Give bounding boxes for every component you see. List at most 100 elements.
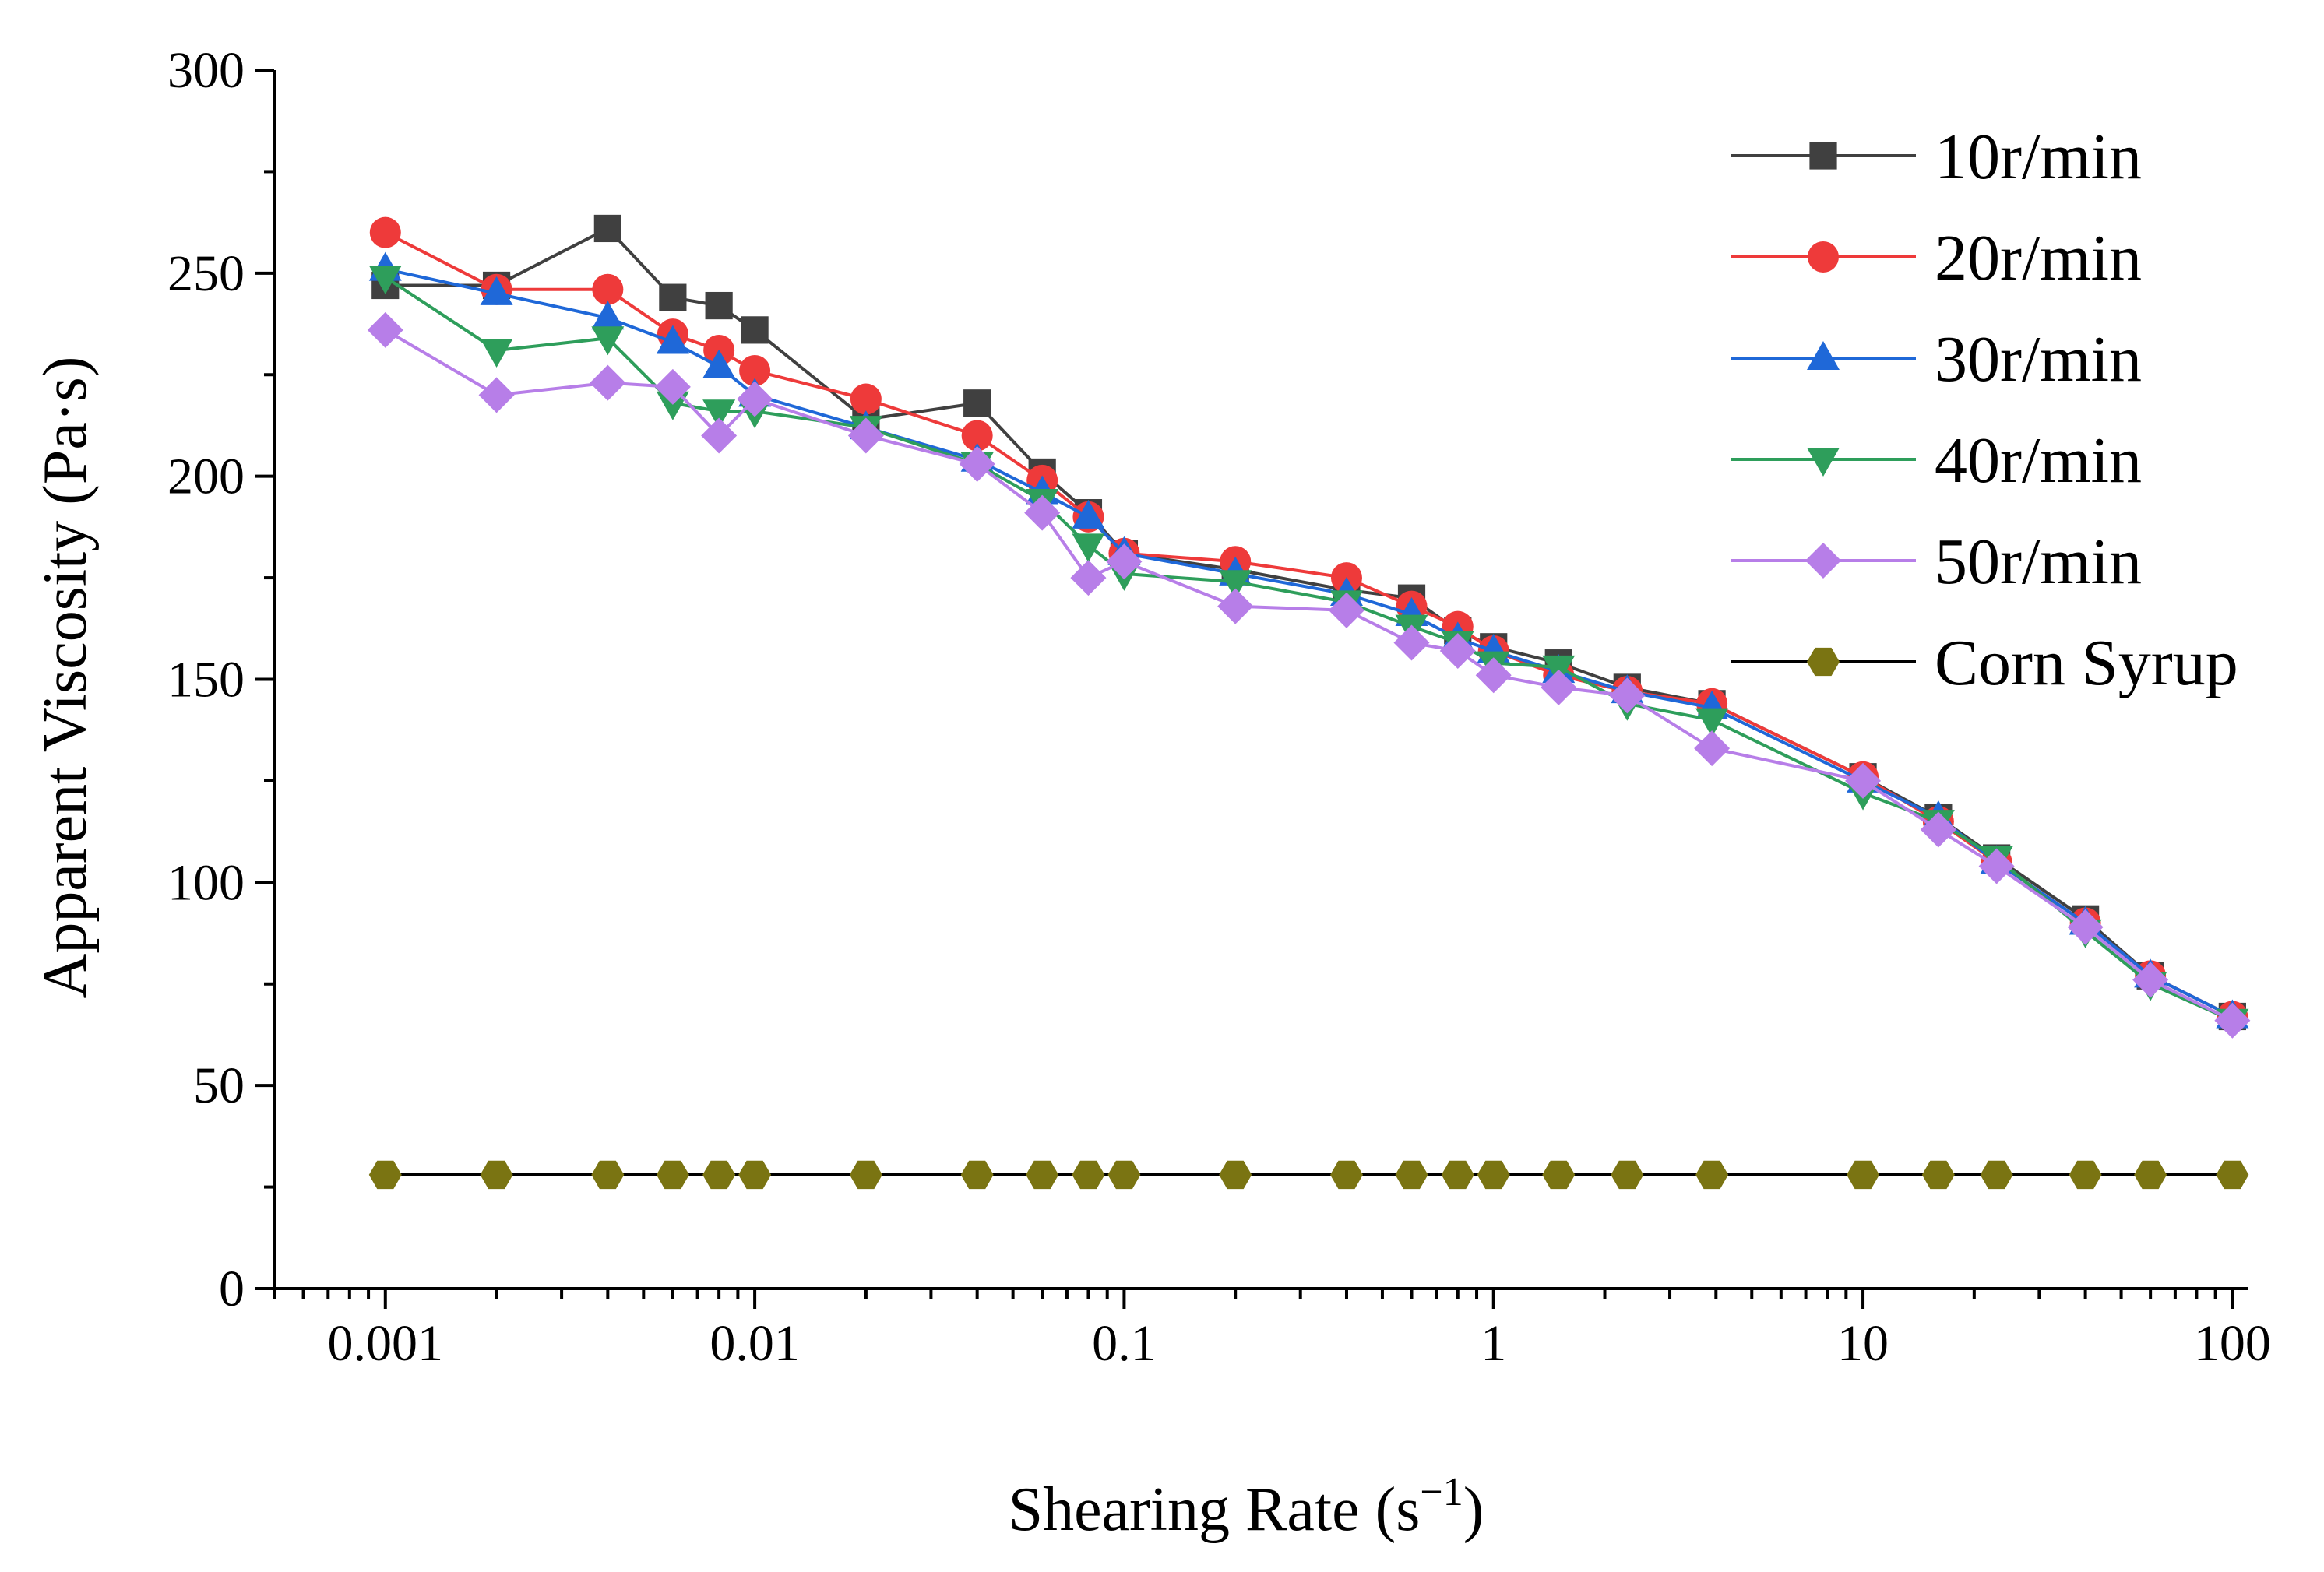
data-point-corn-syrup	[1026, 1160, 1059, 1190]
data-point-50r-min	[1475, 657, 1512, 694]
data-point-50r-min	[737, 381, 773, 417]
series-50r-min	[367, 311, 2251, 1039]
x-tick-label: 0.1	[1092, 1315, 1157, 1372]
data-point-40r-min	[1695, 708, 1729, 737]
data-point-corn-syrup	[1611, 1160, 1644, 1190]
data-point-corn-syrup	[480, 1160, 513, 1190]
data-point-corn-syrup	[1395, 1160, 1428, 1190]
x-axis-title-close: )	[1463, 1475, 1484, 1544]
data-point-corn-syrup	[1847, 1160, 1880, 1190]
legend-label: Corn Syrup	[1935, 627, 2238, 699]
data-point-30r-min	[1072, 499, 1105, 529]
data-point-corn-syrup	[1441, 1160, 1474, 1190]
legend-item-corn-syrup: Corn Syrup	[1731, 627, 2238, 699]
y-ticks: 0 50 100 150 200 250 300	[167, 42, 274, 1317]
data-point-50r-min	[2214, 1002, 2251, 1039]
x-axis-title-main: Shearing Rate (s	[1009, 1475, 1421, 1544]
data-point-50r-min	[959, 446, 995, 483]
data-point-50r-min	[478, 377, 515, 413]
x-tick-label: 0.001	[328, 1315, 444, 1372]
data-point-corn-syrup	[1477, 1160, 1510, 1190]
y-tick-label: 200	[167, 448, 245, 505]
y-tick-label: 250	[167, 245, 245, 302]
legend-item-40r-min: 40r/min	[1731, 424, 2142, 497]
data-point-30r-min	[480, 276, 513, 305]
y-tick-label: 100	[167, 854, 245, 911]
data-point-50r-min	[1106, 543, 1143, 580]
data-point-corn-syrup	[1980, 1160, 2013, 1190]
data-point-10r-min	[593, 214, 621, 243]
data-point-corn-syrup	[1072, 1160, 1105, 1190]
data-point-50r-min	[1024, 494, 1061, 531]
data-point-corn-syrup	[368, 1160, 402, 1190]
data-point-corn-syrup	[1107, 1160, 1141, 1190]
y-tick-label: 0	[219, 1261, 245, 1317]
data-point-corn-syrup	[656, 1160, 689, 1190]
data-point-20r-min	[592, 273, 624, 305]
data-point-40r-min	[368, 266, 402, 295]
legend-marker-40r-min	[1807, 448, 1840, 477]
data-point-corn-syrup	[702, 1160, 736, 1190]
data-point-corn-syrup	[1695, 1160, 1729, 1190]
data-point-corn-syrup	[2069, 1160, 2102, 1190]
data-point-40r-min	[1072, 533, 1105, 563]
data-point-50r-min	[1978, 848, 2015, 884]
x-ticks: 0.001 0.01 0.1 1 10 100	[273, 1289, 2271, 1372]
legend-marker-corn-syrup	[1807, 647, 1840, 677]
data-point-30r-min	[591, 301, 625, 330]
data-point-50r-min	[847, 417, 884, 454]
data-point-corn-syrup	[2134, 1160, 2167, 1190]
legend-item-30r-min: 30r/min	[1731, 323, 2142, 396]
data-point-50r-min	[701, 417, 738, 454]
data-point-20r-min	[850, 383, 882, 415]
data-point-50r-min	[1845, 762, 1882, 799]
x-axis-title-sup: −1	[1420, 1470, 1463, 1514]
series-layer	[367, 214, 2251, 1190]
data-point-20r-min	[369, 216, 401, 248]
y-tick-label: 150	[167, 652, 245, 709]
y-tick-label: 50	[193, 1057, 245, 1114]
data-point-20r-min	[739, 355, 771, 387]
data-point-40r-min	[702, 399, 736, 429]
data-point-20r-min	[961, 420, 993, 452]
legend-label: 40r/min	[1935, 424, 2142, 497]
legend-marker-20r-min	[1808, 241, 1839, 273]
y-axis-title: Apparent Viscosity (Pa·s)	[31, 357, 100, 999]
data-point-50r-min	[1328, 592, 1364, 628]
data-point-10r-min	[741, 316, 769, 344]
legend-marker-10r-min	[1809, 142, 1837, 170]
x-tick-label: 100	[2194, 1315, 2271, 1372]
legend-item-10r-min: 10r/min	[1731, 121, 2142, 193]
data-point-50r-min	[1217, 588, 1254, 624]
data-point-corn-syrup	[1219, 1160, 1252, 1190]
legend-label: 10r/min	[1935, 121, 2142, 193]
data-point-40r-min	[1219, 570, 1252, 600]
data-point-30r-min	[656, 325, 689, 354]
data-point-10r-min	[963, 389, 991, 417]
data-point-50r-min	[2067, 909, 2104, 945]
data-point-50r-min	[1694, 730, 1731, 767]
data-point-50r-min	[590, 364, 626, 401]
legend-label: 30r/min	[1935, 323, 2142, 396]
data-point-50r-min	[654, 368, 691, 405]
data-point-corn-syrup	[738, 1160, 772, 1190]
data-point-10r-min	[705, 291, 733, 320]
data-point-30r-min	[702, 349, 736, 378]
data-point-50r-min	[1920, 811, 1956, 848]
legend-item-20r-min: 20r/min	[1731, 222, 2142, 294]
data-point-corn-syrup	[1542, 1160, 1576, 1190]
legend-label: 50r/min	[1935, 526, 2142, 598]
data-point-40r-min	[591, 326, 625, 356]
data-point-50r-min	[2132, 962, 2169, 998]
x-tick-label: 10	[1837, 1315, 1889, 1372]
data-point-10r-min	[659, 283, 687, 311]
data-point-50r-min	[1439, 632, 1476, 669]
x-tick-label: 0.01	[710, 1315, 800, 1372]
data-point-corn-syrup	[849, 1160, 882, 1190]
data-point-corn-syrup	[960, 1160, 994, 1190]
legend-marker-30r-min	[1807, 341, 1840, 370]
legend-marker-50r-min	[1805, 543, 1841, 579]
data-point-50r-min	[1070, 560, 1107, 596]
data-point-corn-syrup	[1921, 1160, 1955, 1190]
